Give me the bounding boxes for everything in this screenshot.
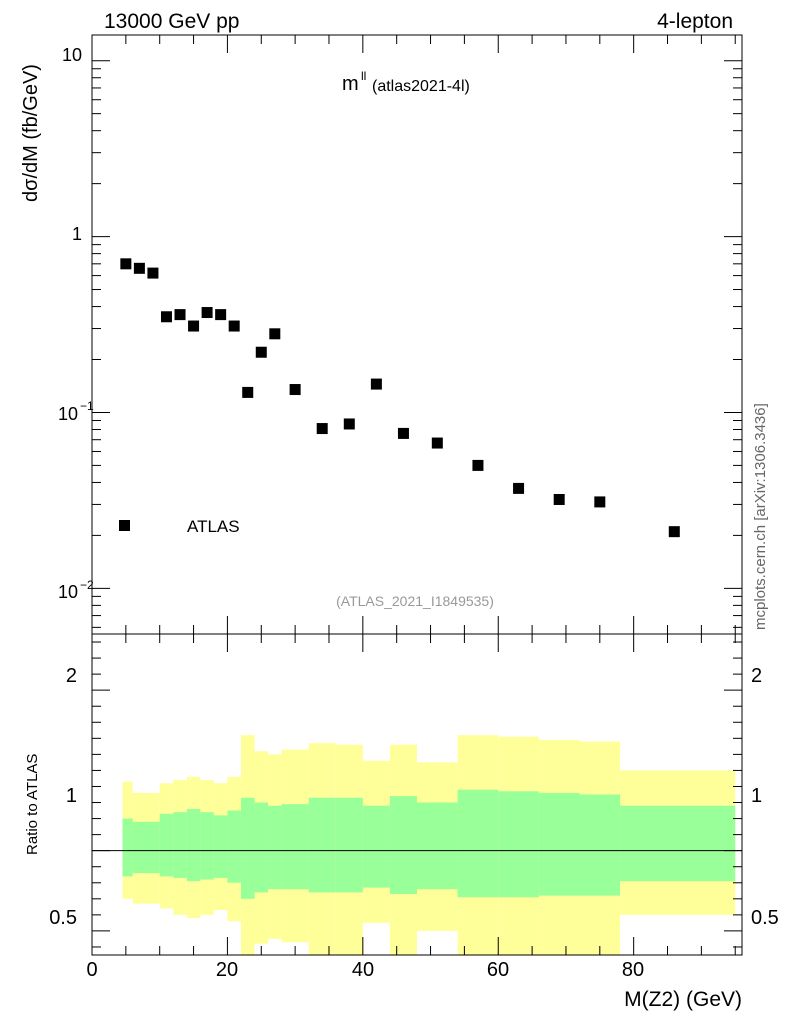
plot-title-sub: (atlas2021-4l) xyxy=(372,78,470,95)
ratio-y-tick-2-right: 2 xyxy=(751,665,762,687)
header-left: 13000 GeV pp xyxy=(104,10,239,33)
stat-uncertainty-bin xyxy=(457,789,499,898)
plot-title-main: m xyxy=(342,73,359,95)
ratio-y-tick-1-right: 1 xyxy=(751,785,762,807)
stat-uncertainty-bin xyxy=(254,802,269,893)
stat-uncertainty-bin xyxy=(579,794,621,896)
x-tick-0: 0 xyxy=(86,959,97,981)
y-tick-label-10: 10 xyxy=(62,45,82,65)
stat-uncertainty-bin xyxy=(538,792,580,896)
data-point xyxy=(120,258,132,270)
x-tick-40: 40 xyxy=(352,959,374,981)
y-tick-exp-1e-2: −2 xyxy=(80,578,94,592)
legend-label: ATLAS xyxy=(187,517,240,536)
x-tick-60: 60 xyxy=(487,959,509,981)
x-tick-20: 20 xyxy=(216,959,238,981)
stat-uncertainty-bin xyxy=(417,802,458,890)
analysis-watermark: (ATLAS_2021_I1849535) xyxy=(336,593,494,609)
data-point xyxy=(201,307,213,319)
data-point xyxy=(174,309,186,321)
data-point xyxy=(343,418,355,430)
atlas-data-points xyxy=(120,258,680,538)
y-tick-label-1e-1: 10 xyxy=(58,404,78,424)
stat-uncertainty-bin xyxy=(186,808,201,882)
plot-title-sup: ll xyxy=(361,69,366,83)
stat-uncertainty-bin xyxy=(362,805,390,888)
y-tick-label-1: 1 xyxy=(72,224,82,244)
data-point xyxy=(472,459,484,471)
ratio-panel: 2 1 0.5 2 1 0.5 Ratio to ATLAS 0 20 40 6… xyxy=(24,633,779,1011)
ratio-y-tick-0.5-right: 0.5 xyxy=(751,907,779,929)
plot-title: m xyxy=(342,73,359,95)
stat-uncertainty-bin xyxy=(498,791,539,898)
stat-uncertainty-bin xyxy=(159,813,174,877)
y-axis-title: dσ/dM (fb/GeV) xyxy=(20,64,42,202)
side-attribution: mcplots.cern.ch [arXiv:1306.3436] xyxy=(752,403,769,630)
data-point xyxy=(431,437,443,449)
ratio-panel-frame xyxy=(91,633,743,956)
stat-uncertainty-bin xyxy=(389,796,417,895)
y-tick-exp-1e-1: −1 xyxy=(80,399,94,413)
x-axis-title: M(Z2) (GeV) xyxy=(624,988,742,1011)
stat-uncertainty-bin xyxy=(281,804,309,890)
x-tick-80: 80 xyxy=(622,959,644,981)
data-point xyxy=(269,328,281,340)
ratio-panel-ticks xyxy=(91,634,742,955)
data-point xyxy=(397,427,409,439)
stat-uncertainty-bin xyxy=(308,797,336,893)
y-tick-base: 10 xyxy=(58,582,78,602)
stat-uncertainty-bin xyxy=(268,805,282,890)
data-point xyxy=(160,311,172,323)
data-point xyxy=(289,384,301,396)
y-tick-base: 1 xyxy=(72,224,82,244)
data-point xyxy=(513,482,525,494)
stat-uncertainty-bin xyxy=(620,805,736,882)
data-point xyxy=(188,320,200,332)
stat-uncertainty-bin xyxy=(240,797,255,899)
data-point xyxy=(594,496,606,508)
data-point xyxy=(316,423,328,435)
main-panel-frame xyxy=(91,34,743,635)
header-right: 4-lepton xyxy=(657,10,733,33)
ratio-y-tick-0.5: 0.5 xyxy=(49,907,77,929)
data-point xyxy=(215,309,227,321)
data-point xyxy=(228,320,240,332)
stat-uncertainty-bin xyxy=(132,821,160,874)
y-tick-base: 10 xyxy=(58,404,78,424)
data-point xyxy=(242,386,254,398)
legend-marker xyxy=(119,520,130,531)
stat-uncertainty-bin xyxy=(122,818,133,877)
data-point xyxy=(668,526,680,538)
stat-uncertainty-bin xyxy=(213,815,228,878)
y-tick-base: 10 xyxy=(62,45,82,65)
ratio-uncertainty-bands xyxy=(122,735,736,955)
ratio-y-tick-2: 2 xyxy=(66,665,77,687)
data-point xyxy=(553,493,565,505)
stat-uncertainty-bin xyxy=(335,797,363,893)
stat-uncertainty-bin xyxy=(173,812,187,878)
data-point xyxy=(147,267,159,279)
y-tick-label-1e-2: 10 xyxy=(58,582,78,602)
stat-uncertainty-bin xyxy=(200,812,214,880)
stat-uncertainty-bin xyxy=(227,810,241,883)
data-point xyxy=(370,378,382,390)
main-panel: 13000 GeV pp 4-lepton dσ/dM (fb/GeV) 10 … xyxy=(20,10,743,635)
data-point xyxy=(255,346,267,358)
ratio-y-tick-1: 1 xyxy=(66,785,77,807)
data-point xyxy=(133,262,145,274)
ratio-y-axis-title: Ratio to ATLAS xyxy=(24,754,41,855)
main-panel-ticks xyxy=(91,35,742,634)
